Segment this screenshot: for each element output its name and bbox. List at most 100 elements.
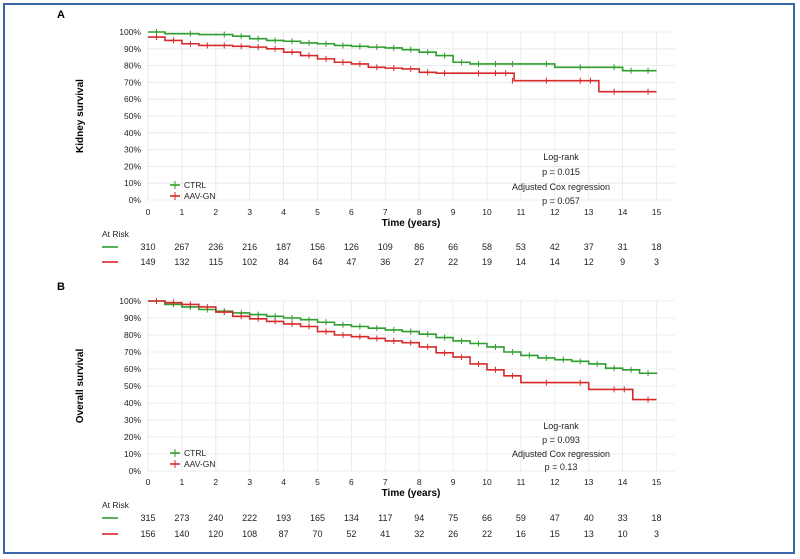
risk-count: 267 — [174, 242, 189, 252]
stat-annotation: Adjusted Cox regression — [512, 449, 610, 459]
risk-count: 140 — [174, 529, 189, 539]
legend-label: AAV-GN — [184, 191, 216, 201]
x-tick-label: 6 — [349, 477, 354, 487]
legend-label: CTRL — [184, 448, 206, 458]
risk-count: 120 — [208, 529, 223, 539]
risk-count: 18 — [651, 513, 661, 523]
stat-annotation: p = 0.13 — [545, 462, 578, 472]
y-tick-label: 40% — [124, 398, 141, 408]
risk-count: 15 — [550, 529, 560, 539]
risk-count: 26 — [448, 529, 458, 539]
x-tick-label: 5 — [315, 477, 320, 487]
x-tick-label: 7 — [383, 207, 388, 217]
grid — [147, 300, 675, 472]
x-tick-label: 12 — [550, 207, 560, 217]
risk-count: 3 — [654, 529, 659, 539]
x-tick-label: 14 — [618, 477, 628, 487]
risk-count: 18 — [651, 242, 661, 252]
x-tick-label: 8 — [417, 207, 422, 217]
risk-count: 273 — [174, 513, 189, 523]
y-tick-label: 50% — [124, 381, 141, 391]
panel-label: B — [57, 281, 65, 293]
x-tick-label: 5 — [315, 207, 320, 217]
risk-count: 310 — [140, 242, 155, 252]
risk-count: 315 — [140, 513, 155, 523]
risk-count: 156 — [310, 242, 325, 252]
y-tick-label: 100% — [119, 296, 141, 306]
x-tick-label: 8 — [417, 477, 422, 487]
risk-count: 165 — [310, 513, 325, 523]
risk-count: 70 — [312, 529, 322, 539]
risk-count: 31 — [618, 242, 628, 252]
grid — [147, 31, 675, 201]
risk-count: 53 — [516, 242, 526, 252]
risk-count: 47 — [346, 257, 356, 267]
y-tick-label: 30% — [124, 415, 141, 425]
x-tick-label: 6 — [349, 207, 354, 217]
stat-annotation: Adjusted Cox regression — [512, 182, 610, 192]
x-tick-label: 15 — [652, 477, 662, 487]
legend-label: CTRL — [184, 180, 206, 190]
risk-count: 22 — [482, 529, 492, 539]
risk-count: 19 — [482, 257, 492, 267]
x-tick-label: 0 — [146, 207, 151, 217]
x-tick-label: 7 — [383, 477, 388, 487]
y-tick-label: 50% — [124, 111, 141, 121]
y-tick-label: 60% — [124, 94, 141, 104]
risk-count: 109 — [378, 242, 393, 252]
y-tick-label: 80% — [124, 330, 141, 340]
risk-count: 66 — [482, 513, 492, 523]
risk-count: 58 — [482, 242, 492, 252]
y-tick-label: 80% — [124, 61, 141, 71]
legend-label: AAV-GN — [184, 459, 216, 469]
risk-count: 187 — [276, 242, 291, 252]
y-tick-label: 0% — [129, 195, 142, 205]
risk-count: 156 — [140, 529, 155, 539]
y-tick-label: 100% — [119, 27, 141, 37]
risk-count: 236 — [208, 242, 223, 252]
stat-annotation: p = 0.057 — [542, 196, 580, 206]
risk-count: 16 — [516, 529, 526, 539]
y-tick-label: 40% — [124, 128, 141, 138]
risk-count: 27 — [414, 257, 424, 267]
y-tick-label: 0% — [129, 466, 142, 476]
risk-count: 37 — [584, 242, 594, 252]
risk-count: 36 — [380, 257, 390, 267]
figure-frame: A 0% 10% 20% 30% 40% 50% 60% 70% 80% 90% 100% 0 1 2 3 4 5… — [3, 3, 795, 554]
x-tick-label: 12 — [550, 477, 560, 487]
risk-count: 222 — [242, 513, 257, 523]
x-tick-label: 0 — [146, 477, 151, 487]
x-tick-label: 10 — [482, 207, 492, 217]
panel-a: A0%10%20%30%40%50%60%70%80%90%100%0 1 2 3 4 5… — [57, 9, 675, 267]
x-axis-title: Time (years) — [382, 488, 441, 499]
x-tick-label: 3 — [247, 477, 252, 487]
risk-count: 132 — [174, 257, 189, 267]
x-tick-label: 4 — [281, 477, 286, 487]
risk-count: 13 — [584, 529, 594, 539]
x-tick-label: 10 — [482, 477, 492, 487]
risk-count: 115 — [209, 257, 223, 267]
risk-count: 240 — [208, 513, 223, 523]
risk-count: 75 — [448, 513, 458, 523]
risk-count: 3 — [654, 257, 659, 267]
risk-count: 14 — [516, 257, 526, 267]
y-tick-label: 10% — [124, 449, 141, 459]
risk-count: 41 — [380, 529, 390, 539]
risk-count: 149 — [140, 257, 155, 267]
risk-count: 84 — [279, 257, 289, 267]
x-tick-label: 9 — [451, 207, 456, 217]
y-axis-title: Overall survival — [75, 349, 86, 424]
y-tick-label: 60% — [124, 364, 141, 374]
risk-count: 52 — [346, 529, 356, 539]
risk-count: 14 — [550, 257, 560, 267]
stat-annotation: p = 0.093 — [542, 435, 580, 445]
x-tick-label: 1 — [180, 207, 185, 217]
stat-annotation: Log-rank — [543, 152, 579, 162]
y-tick-label: 70% — [124, 347, 141, 357]
x-tick-label: 11 — [516, 477, 525, 487]
x-tick-label: 2 — [213, 207, 218, 217]
risk-count: 47 — [550, 513, 560, 523]
risk-count: 108 — [242, 529, 257, 539]
risk-count: 87 — [279, 529, 289, 539]
x-tick-label: 2 — [213, 477, 218, 487]
